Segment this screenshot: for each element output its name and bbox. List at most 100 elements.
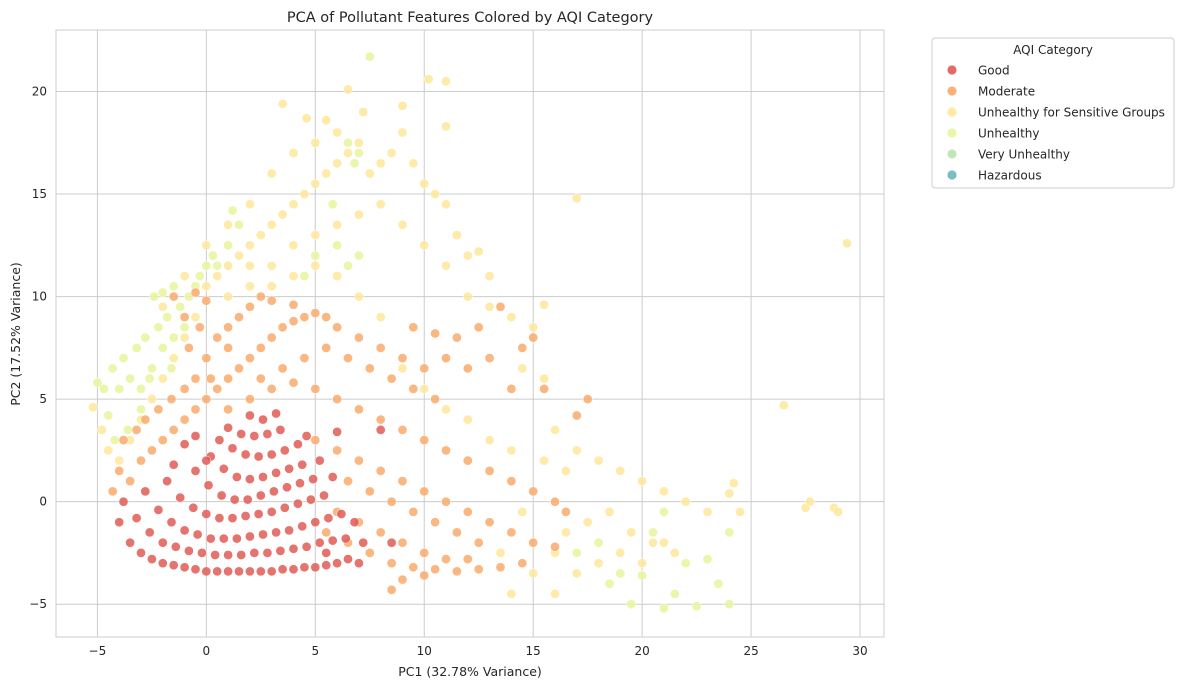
data-point xyxy=(441,353,451,363)
data-point xyxy=(299,353,310,363)
data-point xyxy=(245,260,255,271)
data-point xyxy=(419,240,430,251)
data-point xyxy=(375,199,386,210)
data-point xyxy=(310,250,321,261)
data-point xyxy=(109,435,120,445)
data-point xyxy=(343,260,353,271)
data-point xyxy=(659,603,669,614)
data-point xyxy=(473,564,484,575)
data-point xyxy=(197,548,207,558)
data-point xyxy=(279,445,290,456)
data-point xyxy=(190,466,201,476)
data-point xyxy=(452,332,462,343)
data-point xyxy=(637,558,647,569)
data-point xyxy=(157,373,168,384)
data-point xyxy=(114,455,125,466)
data-point xyxy=(473,537,484,548)
data-point xyxy=(561,507,571,517)
data-point xyxy=(354,137,364,148)
data-point xyxy=(441,445,451,456)
data-point xyxy=(728,478,739,489)
data-point xyxy=(571,410,582,421)
data-point xyxy=(205,533,216,544)
data-point xyxy=(223,240,233,251)
data-point xyxy=(506,445,517,456)
data-point xyxy=(550,425,560,435)
series-good xyxy=(114,408,397,577)
legend-label: Hazardous xyxy=(978,169,1042,183)
chart-title: PCA of Pollutant Features Colored by AQI… xyxy=(287,10,654,26)
data-point xyxy=(452,527,462,538)
data-point xyxy=(637,476,647,486)
data-point xyxy=(297,521,308,532)
data-point xyxy=(332,558,342,569)
data-point xyxy=(386,584,397,595)
data-point xyxy=(275,425,286,435)
y-tick-label: 20 xyxy=(32,85,47,99)
data-point xyxy=(201,281,212,292)
data-point xyxy=(234,363,244,374)
data-point xyxy=(778,400,789,411)
data-point xyxy=(724,599,735,610)
data-point xyxy=(528,537,539,548)
data-point xyxy=(343,84,353,95)
data-point xyxy=(201,353,212,363)
data-point xyxy=(462,414,473,425)
data-point xyxy=(484,517,495,528)
data-point xyxy=(288,199,299,210)
data-point xyxy=(462,455,473,466)
data-point xyxy=(107,363,118,374)
data-point xyxy=(282,482,292,493)
data-point xyxy=(364,548,375,558)
data-point xyxy=(375,527,386,538)
data-point xyxy=(364,486,375,497)
data-point xyxy=(484,301,495,312)
data-point xyxy=(462,291,473,302)
data-point xyxy=(245,199,255,210)
legend-marker xyxy=(947,128,957,138)
data-point xyxy=(255,373,266,384)
data-point xyxy=(571,445,582,456)
data-point xyxy=(218,463,229,474)
data-point xyxy=(833,507,844,517)
data-point xyxy=(212,271,223,281)
legend-frame xyxy=(931,37,1175,189)
data-point xyxy=(190,312,201,322)
data-point xyxy=(332,394,342,404)
data-point xyxy=(223,404,233,415)
data-point xyxy=(354,250,364,261)
data-point xyxy=(118,435,129,445)
data-point xyxy=(539,373,549,384)
data-point xyxy=(157,301,168,312)
data-point xyxy=(626,527,637,538)
data-point xyxy=(269,486,279,497)
data-point xyxy=(266,507,277,517)
data-point xyxy=(310,137,321,148)
data-point xyxy=(539,455,549,466)
data-point xyxy=(299,312,310,322)
data-point xyxy=(310,562,321,573)
data-point xyxy=(245,531,255,542)
data-point xyxy=(223,550,233,560)
data-point xyxy=(179,271,190,281)
data-point xyxy=(308,474,318,484)
data-point xyxy=(288,240,299,251)
legend-item: Moderate xyxy=(947,85,1035,99)
data-point xyxy=(218,533,229,544)
data-point xyxy=(147,445,157,456)
x-tick-label: 25 xyxy=(743,644,758,658)
data-point xyxy=(242,494,253,505)
data-point xyxy=(340,533,351,544)
data-point xyxy=(430,189,440,199)
data-point xyxy=(310,435,321,445)
data-point xyxy=(386,537,397,548)
data-point xyxy=(321,548,332,558)
data-point xyxy=(332,158,342,169)
data-point xyxy=(114,466,125,476)
data-point xyxy=(462,250,473,261)
data-point xyxy=(166,394,177,404)
data-point xyxy=(190,373,201,384)
data-point xyxy=(571,568,582,579)
data-point xyxy=(223,373,233,384)
data-point xyxy=(419,486,430,497)
